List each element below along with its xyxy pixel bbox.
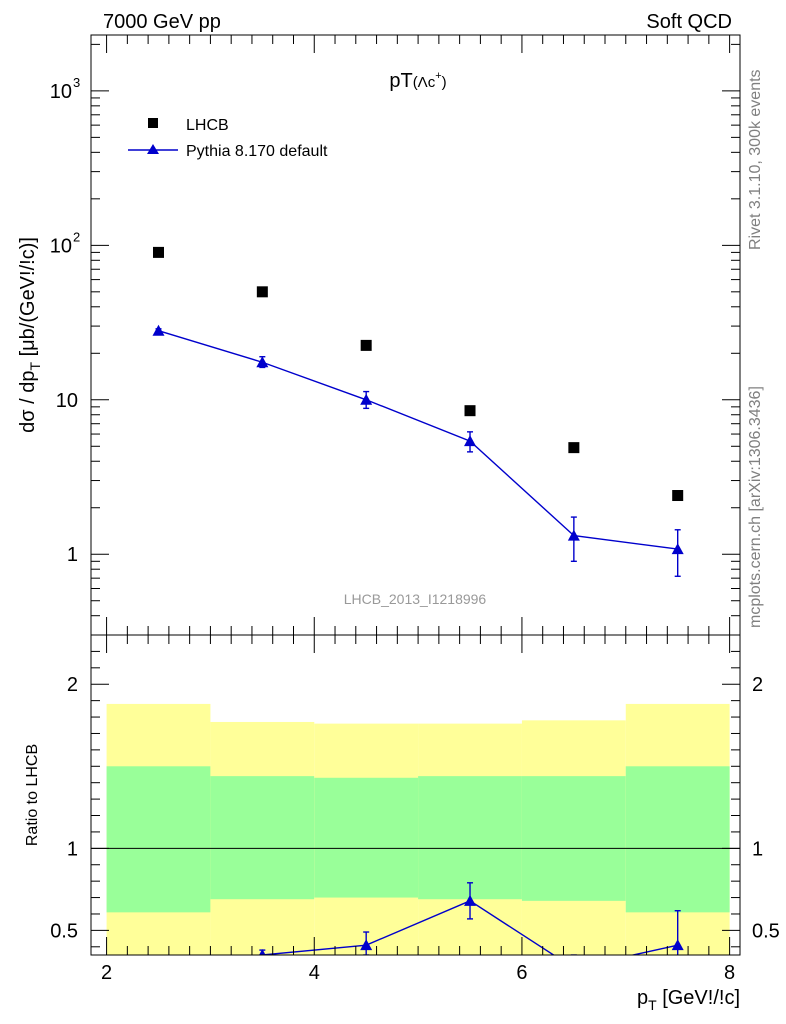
- header-left: 7000 GeV pp: [103, 11, 221, 33]
- legend-marker-lhcb: [148, 118, 158, 128]
- y-tick-label-main: 10: [50, 81, 72, 103]
- x-tick-label: 6: [516, 962, 527, 984]
- y-tick-label-main: 10: [50, 235, 72, 257]
- ratio-band-inner: [210, 776, 315, 900]
- y-tick-label-ratio-right: 0.5: [752, 920, 780, 942]
- legend-label-pythia: Pythia 8.170 default: [186, 143, 328, 160]
- ratio-band-inner: [418, 776, 522, 900]
- lhcb-data-point: [568, 442, 580, 454]
- ratio-pythia-line: [251, 900, 678, 955]
- y-tick-label-exponent: 2: [73, 229, 80, 244]
- ratio-bands-layer: [91, 703, 740, 955]
- lhcb-data-point: [672, 490, 684, 502]
- ratio-data-point: [152, 956, 164, 967]
- x-tick-label: 4: [309, 962, 320, 984]
- ratio-band-inner: [106, 766, 211, 913]
- lhcb-data-point: [152, 246, 164, 258]
- ratio-data-layer: [152, 882, 684, 973]
- ratio-data-point: [259, 949, 266, 955]
- y-tick-label-ratio: 2: [67, 674, 78, 696]
- legend-marker-pythia: [147, 144, 159, 154]
- y-tick-label-ratio: 1: [67, 838, 78, 860]
- ratio-data-point: [360, 939, 373, 951]
- watermark-label: LHCB_2013_I1218996: [344, 591, 487, 607]
- ratio-plot-frame: [90, 634, 741, 956]
- ratio-plot-panel: 0.5 0.5 1 1 2 2 2 4 6 8 Ratio to LHCB pT [GeV!/!c…: [24, 634, 780, 1013]
- pythia-data-point: [360, 393, 373, 405]
- ratio-band-inner: [625, 766, 730, 913]
- lhcb-data-point: [256, 286, 268, 298]
- lhcb-data-point: [360, 339, 372, 351]
- ratio-data-point: [671, 939, 684, 951]
- y-tick-label-ratio-right: 2: [752, 674, 763, 696]
- rivet-version-label: Rivet 3.1.10, 300k events: [747, 69, 764, 250]
- x-axis-label: pT [GeV!/!c]: [637, 987, 740, 1013]
- ratio-band-inner: [521, 776, 626, 901]
- plot-title: pT(Λc+): [389, 70, 446, 92]
- x-tick-label: 8: [724, 962, 735, 984]
- y-tick-label-main: 1: [67, 544, 78, 566]
- y-tick-label-ratio: 0.5: [50, 920, 78, 942]
- x-tick-label: 2: [101, 962, 112, 984]
- pythia-data-point: [567, 529, 580, 541]
- ratio-data-point: [464, 894, 477, 906]
- header-right: Soft QCD: [646, 11, 732, 33]
- mcplots-site-label: mcplots.cern.ch [arXiv:1306.3436]: [747, 386, 764, 628]
- y-tick-label-ratio-right: 1: [752, 838, 763, 860]
- pythia-data-point: [671, 543, 684, 555]
- ratio-band-inner: [314, 777, 419, 898]
- legend: LHCB Pythia 8.170 default: [128, 117, 328, 160]
- y-tick-label-exponent: 3: [73, 75, 80, 90]
- lhcb-data-point: [464, 405, 476, 417]
- legend-label-lhcb: LHCB: [186, 117, 229, 134]
- ratio-data-point: [568, 962, 580, 973]
- y-axis-label-ratio: Ratio to LHCB: [24, 744, 41, 846]
- y-tick-label-main: 10: [56, 390, 78, 412]
- pythia-line: [158, 330, 678, 550]
- pythia-data-point: [464, 435, 477, 447]
- y-axis-label-main: dσ / dpT [μb/(GeV!/!c)]: [17, 237, 43, 433]
- pythia-data-point: [152, 324, 165, 336]
- pythia-data-point: [256, 356, 269, 368]
- ratio-plot-ticks: 0.5 0.5 1 1 2 2 2 4 6 8: [50, 635, 780, 984]
- main-plot-data-layer: [152, 246, 684, 577]
